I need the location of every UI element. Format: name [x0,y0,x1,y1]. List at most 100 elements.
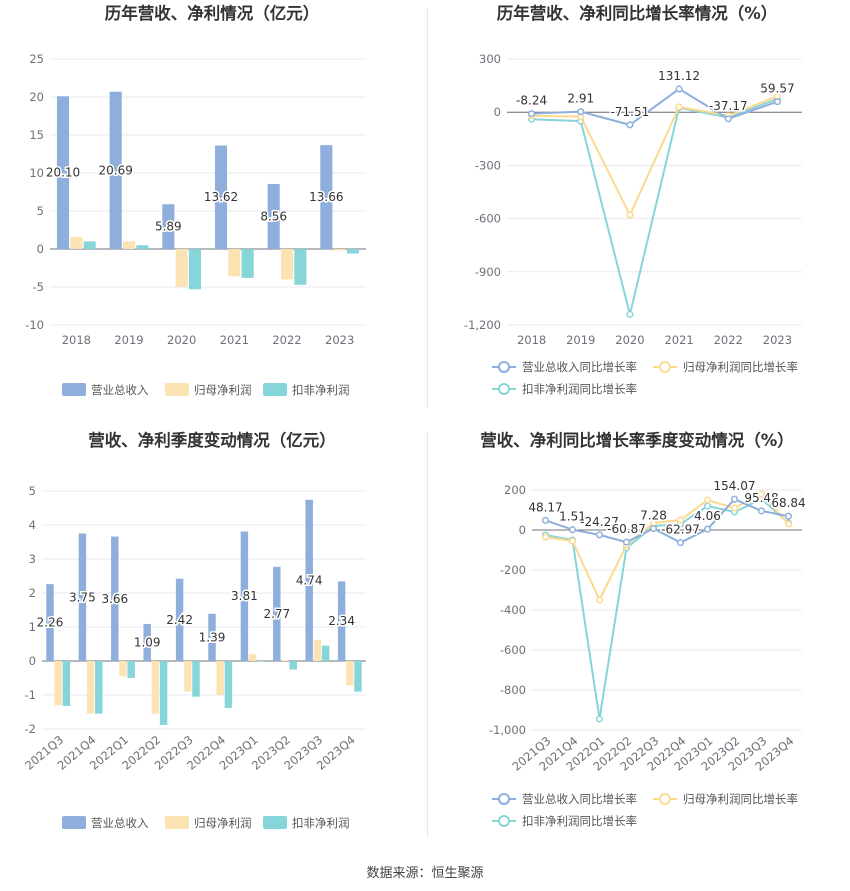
legend-label: 扣非净利润同比增长率 [522,382,637,396]
bar-net-profit [313,639,322,661]
line-value-label: 48.17 [528,500,562,514]
legend-label: 归母净利润 [194,816,252,830]
bar-deducted-profit [83,241,96,249]
bar-net-profit [175,249,188,287]
divider-bottom [427,432,428,837]
y-tick-label: 10 [29,166,44,180]
y-tick-label: -5 [33,280,44,294]
bar-deducted-profit [257,661,265,662]
legend-label: 归母净利润同比增长率 [683,792,798,806]
x-tick-label: 2020 [167,333,196,347]
y-tick-label: 20 [29,90,44,104]
bar-net-profit [151,661,160,714]
series-point [724,115,732,123]
bar-net-profit [280,249,294,280]
y-tick-label: 5 [29,484,36,498]
bar-value-label: 3.66 [101,592,128,606]
legend-swatch [62,383,86,396]
bar-value-label: 3.81 [231,589,258,603]
y-tick-label: 0 [37,242,44,256]
series-point [676,539,685,547]
legend-marker [498,815,510,827]
y-tick-label: -900 [475,265,501,279]
line-value-label: 1.51 [559,510,586,524]
y-tick-label: 0 [29,654,36,668]
y-tick-label: 0 [519,523,526,537]
bar-value-label: 1.09 [134,635,161,649]
y-tick-label: 2 [29,586,36,600]
legend-label: 营业总收入 [91,383,149,397]
line-value-label: -37.17 [709,99,748,113]
legend-label: 扣非净利润 [292,383,350,397]
bar-deducted-profit [159,661,168,725]
y-tick-label: -1,200 [464,318,501,332]
line-value-label: 68.84 [771,496,805,510]
bar-revenue [46,584,54,661]
legend-marker [498,793,510,805]
series-line-deducted-profit-growth [531,97,778,315]
bar-value-label: 1.39 [199,630,226,644]
series-point [676,516,685,524]
y-tick-label: -600 [500,643,526,657]
legend-label: 扣非净利润 [292,816,350,830]
series-point [626,211,634,219]
bar-net-profit [228,249,241,277]
series-line-revenue-growth [531,87,778,126]
legend-label: 归母净利润 [194,383,252,397]
series-point [595,596,604,604]
bar-net-profit [281,660,289,661]
legend-label: 归母净利润同比增长率 [683,360,798,374]
y-tick-label: 1 [29,620,36,634]
bar-deducted-profit [321,645,330,661]
bar-value-label: 2.34 [328,614,355,628]
bar-revenue [214,145,228,249]
x-tick-label: 2022 [272,333,301,347]
series-point [675,103,683,111]
bar-deducted-profit [289,661,297,670]
y-tick-label: 15 [29,128,44,142]
legend-swatch [165,816,189,829]
bar-value-label: 13.62 [204,190,238,204]
chart-title: 营收、净利同比增长率季度变动情况（%） [480,430,794,450]
bar-net-profit [54,661,62,706]
y-tick-label: 0 [494,105,501,119]
series-point [730,504,739,512]
bar-value-label: 2.26 [37,616,64,630]
series-point [730,495,739,503]
x-tick-label: 2019 [566,333,595,347]
legend-swatch [263,816,287,829]
series-point [568,526,577,534]
series-line-net-profit-growth [545,492,790,603]
line-value-label: -60.87 [607,522,646,536]
y-tick-label: -1 [25,688,36,702]
bar-deducted-profit [224,661,233,708]
bar-value-label: 4.74 [296,573,323,587]
series-point [703,525,712,533]
bar-deducted-profit [136,245,149,249]
series-point [784,512,793,520]
bar-revenue [267,183,280,249]
y-tick-label: 3 [29,552,36,566]
y-tick-label: -1,000 [489,723,526,737]
series-point [577,108,585,116]
legend-label: 营业总收入同比增长率 [522,792,637,806]
series-point [541,516,550,524]
x-tick-label: 2023 [325,333,354,347]
bar-revenue [208,613,216,661]
x-tick-label: 2022 [714,333,743,347]
series-point [675,85,683,93]
bar-value-label: 13.66 [309,190,343,204]
legend-label: 营业总收入同比增长率 [522,360,637,374]
line-value-label: 7.28 [640,509,667,523]
chart-title: 历年营收、净利同比增长率情况（%） [497,3,778,23]
y-tick-label: -10 [25,318,44,332]
bar-value-label: 3.75 [69,590,96,604]
line-value-label: 131.12 [658,69,700,83]
legend-label: 扣非净利润同比增长率 [522,814,637,828]
y-tick-label: -400 [500,603,526,617]
x-tick-label: 2019 [114,333,143,347]
annual-revenue-profit-svg: 历年营收、净利情况（亿元） 25 20 15 10 5 0 -5 -10 2018 2019 2020… [25,3,366,397]
bar-value-label: 2.42 [166,613,193,627]
bar-deducted-profit [354,661,362,692]
series-point [626,310,634,318]
